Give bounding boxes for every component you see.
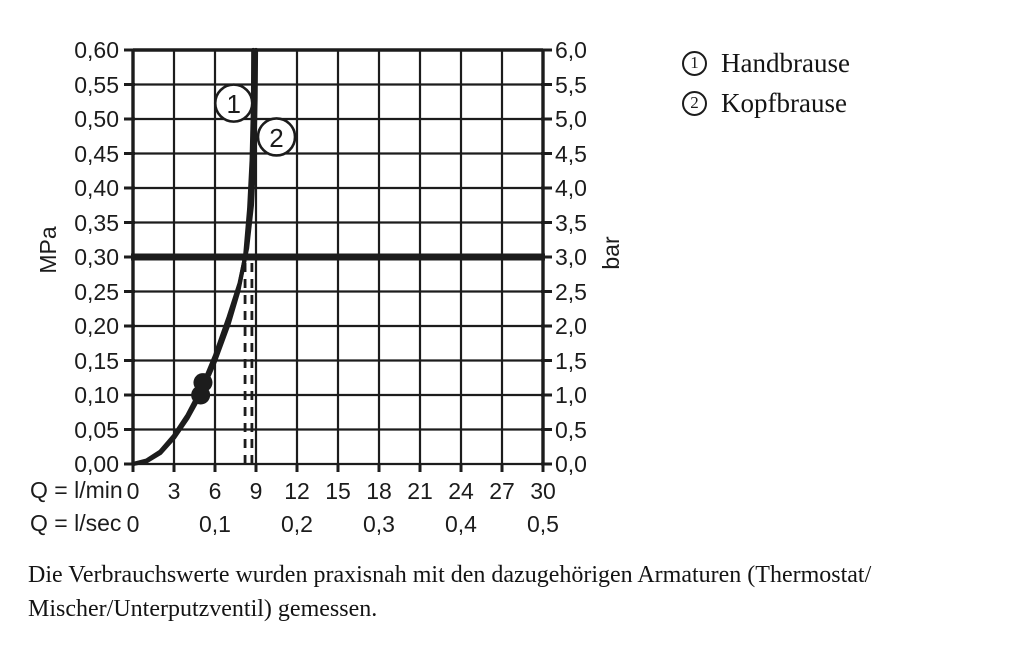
legend-symbol-1-icon: 1 <box>682 50 707 76</box>
x-primary-tick-label: 6 <box>208 478 222 504</box>
y-left-tick-label: 0,55 <box>74 71 119 98</box>
y-left-tick-label: 0,50 <box>74 106 119 132</box>
footnote-line-1: Die Verbrauchswerte wurden praxisnah mit… <box>28 562 872 588</box>
x-primary-tick-label: 18 <box>366 478 392 504</box>
y-left-tick-label: 0,35 <box>74 209 119 236</box>
y-left-tick-label: 0,15 <box>74 347 119 374</box>
y-right-tick-label: 0,0 <box>555 451 587 477</box>
x-axis-secondary-title: Q = l/sec <box>30 510 122 536</box>
x-primary-tick-label: 27 <box>489 478 515 504</box>
y-right-tick-label: 0,5 <box>555 416 587 443</box>
y-right-tick-label: 1,5 <box>555 347 587 374</box>
legend-label-kopfbrause: Kopfbrause <box>721 87 847 118</box>
x-secondary-tick-label: 0 <box>126 511 140 537</box>
x-primary-tick-label: 3 <box>167 478 181 504</box>
y-left-tick-label: 0,40 <box>74 175 119 201</box>
x-axis-primary-title: Q = l/min <box>30 477 123 503</box>
y-right-tick-label: 4,5 <box>555 140 587 167</box>
y-left-tick-label: 0,00 <box>74 451 119 477</box>
x-secondary-tick-label: 0,1 <box>199 511 231 537</box>
x-primary-tick-label: 30 <box>530 478 556 504</box>
x-secondary-tick-label: 0,5 <box>527 511 559 537</box>
curve-callout-number-2: 2 <box>269 123 283 153</box>
x-secondary-tick-label: 0,3 <box>363 511 395 537</box>
curve-callout-circle-1 <box>213 83 254 123</box>
footnote-line-2: Mischer/Unterputzventil) gemessen. <box>28 596 378 622</box>
y-right-tick-label: 5,5 <box>555 71 587 98</box>
x-secondary-tick-label: 0,4 <box>445 511 477 537</box>
curve-callout-number-1: 1 <box>226 89 240 119</box>
y-right-tick-label: 3,5 <box>555 209 587 236</box>
x-primary-tick-label: 0 <box>126 478 140 504</box>
x-primary-tick-label: 9 <box>249 478 263 504</box>
flow-pressure-chart: 12 <box>124 47 552 472</box>
y-left-tick-label: 0,05 <box>74 416 119 443</box>
x-primary-tick-label: 12 <box>284 478 310 504</box>
y-right-tick-label: 5,0 <box>555 106 587 132</box>
y-right-tick-label: 2,5 <box>555 278 587 305</box>
y-axis-left-title: MPa <box>35 226 61 274</box>
y-left-tick-label: 0,30 <box>74 244 119 270</box>
y-right-tick-label: 6,0 <box>555 37 587 63</box>
legend-label-handbrause: Handbrause <box>721 47 850 78</box>
legend: 1 Handbrause 2 Kopfbrause <box>682 47 850 130</box>
footnote: Die Verbrauchswerte wurden praxisnah mit… <box>28 558 968 626</box>
y-axis-right-title: bar <box>598 236 624 270</box>
y-left-tick-label: 0,10 <box>74 382 119 408</box>
x-primary-tick-label: 24 <box>448 478 474 504</box>
y-left-tick-label: 0,60 <box>74 37 119 63</box>
measured-point-dot <box>193 373 213 393</box>
y-left-tick-label: 0,20 <box>74 313 119 339</box>
legend-symbol-2-icon: 2 <box>682 90 707 116</box>
x-primary-tick-label: 21 <box>407 478 433 504</box>
curve-callout-circle-2 <box>256 117 297 157</box>
y-right-tick-label: 2,0 <box>555 313 587 339</box>
y-right-tick-label: 1,0 <box>555 382 587 408</box>
legend-item-handbrause: 1 Handbrause <box>682 47 850 78</box>
y-left-tick-label: 0,45 <box>74 140 119 167</box>
y-right-tick-label: 3,0 <box>555 244 587 270</box>
x-primary-tick-label: 15 <box>325 478 351 504</box>
y-left-tick-label: 0,25 <box>74 278 119 305</box>
series-curve-2 <box>130 47 259 467</box>
x-secondary-tick-label: 0,2 <box>281 511 313 537</box>
legend-item-kopfbrause: 2 Kopfbrause <box>682 87 850 118</box>
y-right-tick-label: 4,0 <box>555 175 587 201</box>
